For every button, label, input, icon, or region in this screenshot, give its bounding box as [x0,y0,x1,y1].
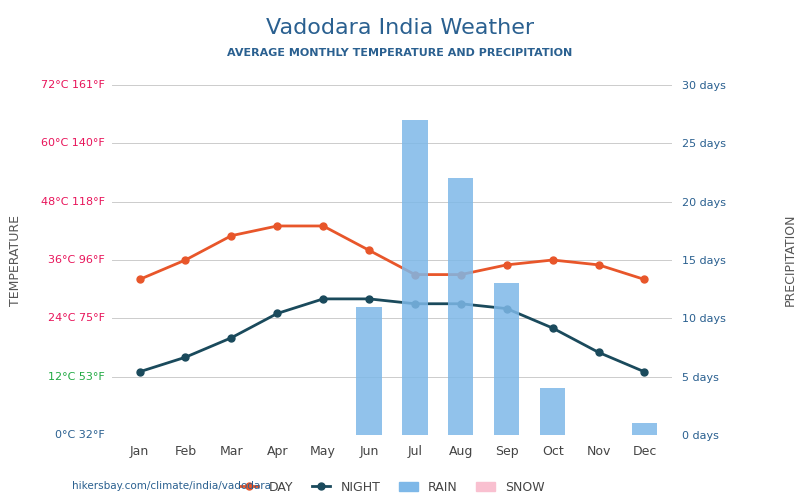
NIGHT [640,369,650,375]
DAY [364,248,374,254]
NIGHT [594,350,603,356]
NIGHT [502,306,511,312]
DAY [134,276,144,282]
Text: 24°C 75°F: 24°C 75°F [48,314,105,324]
DAY [640,276,650,282]
NIGHT [364,296,374,302]
Text: 60°C 140°F: 60°C 140°F [42,138,105,148]
Legend: DAY, NIGHT, RAIN, SNOW: DAY, NIGHT, RAIN, SNOW [234,476,550,499]
NIGHT [410,300,420,306]
Text: 48°C 118°F: 48°C 118°F [41,196,105,206]
Bar [402,120,427,435]
NIGHT [226,335,236,341]
Text: Vadodara India Weather: Vadodara India Weather [266,18,534,38]
NIGHT [318,296,328,302]
Text: 36°C 96°F: 36°C 96°F [48,255,105,265]
DAY [594,262,603,268]
DAY [273,223,282,229]
DAY [226,232,236,238]
Text: TEMPERATURE: TEMPERATURE [10,214,22,306]
DAY [548,257,558,263]
NIGHT [273,310,282,316]
Bar [448,178,474,435]
NIGHT [134,369,144,375]
Text: 12°C 53°F: 12°C 53°F [48,372,105,382]
Bar [632,424,657,435]
NIGHT [181,354,190,360]
Bar [357,306,382,435]
Bar [494,284,519,435]
DAY [318,223,328,229]
DAY [456,272,466,278]
Line: NIGHT: NIGHT [136,296,648,376]
DAY [181,257,190,263]
DAY [502,262,511,268]
Text: 72°C 161°F: 72°C 161°F [42,80,105,90]
Text: hikersbay.com/climate/india/vadodara: hikersbay.com/climate/india/vadodara [72,481,271,491]
Text: AVERAGE MONTHLY TEMPERATURE AND PRECIPITATION: AVERAGE MONTHLY TEMPERATURE AND PRECIPIT… [227,48,573,58]
DAY [410,272,420,278]
NIGHT [548,325,558,331]
Line: DAY: DAY [136,222,648,283]
Text: 0°C 32°F: 0°C 32°F [55,430,105,440]
Bar [540,388,566,435]
Text: PRECIPITATION: PRECIPITATION [784,214,797,306]
NIGHT [456,300,466,306]
